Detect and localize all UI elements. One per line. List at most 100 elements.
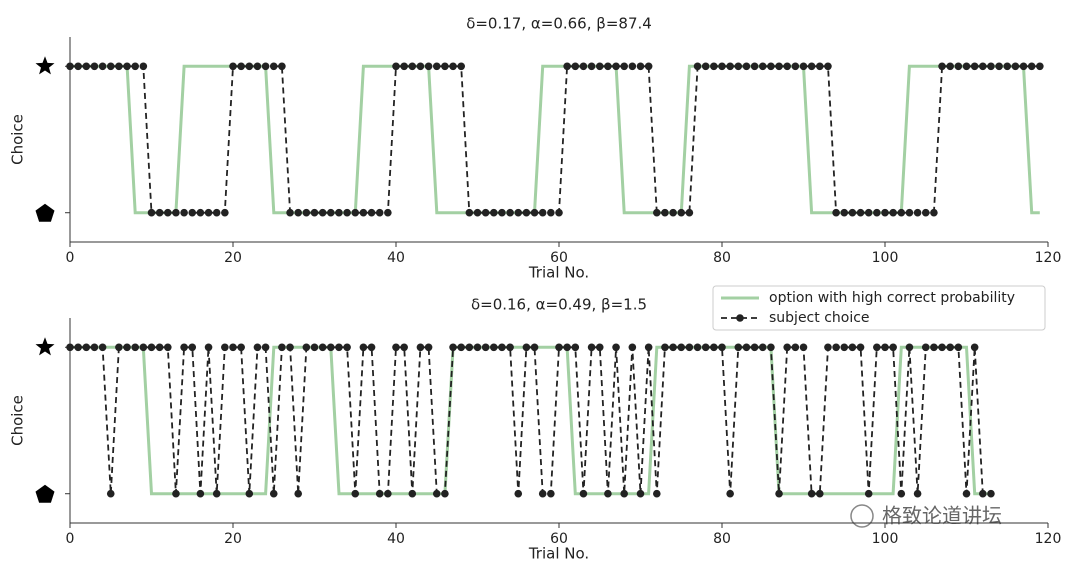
data-point [416,62,425,71]
data-point [408,62,417,71]
chart-title: δ=0.16, α=0.49, β=1.5 [471,296,647,314]
data-point [538,489,547,498]
data-point [636,62,645,71]
data-point [913,489,922,498]
data-point [302,343,311,352]
data-point [873,208,881,217]
x-tick-label: 80 [713,531,731,547]
data-point [628,343,637,352]
data-point [424,343,433,352]
data-point [98,62,107,71]
data-point [718,62,726,71]
data-point [791,343,800,352]
series-line [70,345,991,496]
data-point [432,489,441,498]
data-point [807,62,816,71]
x-tick-label: 120 [1035,531,1062,547]
data-point [221,208,229,217]
data-point [498,343,506,352]
data-point [164,208,172,217]
data-point [530,343,539,352]
data-point [881,343,889,352]
data-point [449,62,457,71]
data-point [269,62,278,71]
data-point [522,343,531,352]
data-point [245,62,254,71]
data-point [856,208,865,217]
data-point [775,489,783,498]
data-point [514,208,523,217]
data-point [604,62,612,71]
data-point [278,343,286,352]
data-point [970,62,979,71]
data-point [889,343,897,352]
data-point [913,208,922,217]
data-point [677,208,686,217]
data-point [661,343,669,352]
data-point [1027,62,1036,71]
data-point [106,62,115,71]
data-point [946,62,954,71]
data-point [115,62,123,71]
data-point [457,62,466,71]
data-point [954,343,963,352]
data-point [587,62,596,71]
data-point [930,208,938,217]
data-point [734,62,743,71]
data-point [327,343,335,352]
data-point [506,343,514,352]
legend-label: option with high correct probability [769,290,1015,306]
y-tick-star [35,56,55,75]
data-point [938,343,946,352]
data-point [848,208,857,217]
data-point [954,62,963,71]
data-point [229,343,237,352]
data-point [147,343,156,352]
x-tick-label: 100 [872,531,899,547]
legend: option with high correct probability subj… [712,285,1046,331]
data-point [375,489,384,498]
data-point [962,62,971,71]
data-point [139,62,148,71]
data-point [767,343,775,352]
data-point [750,62,759,71]
data-point [685,208,694,217]
data-point [783,62,791,71]
data-point [82,62,91,71]
data-point [188,343,197,352]
data-point [139,343,148,352]
data-point [327,208,335,217]
data-point [693,343,702,352]
data-point [530,208,539,217]
data-point [783,343,791,352]
data-point [335,343,343,352]
data-point [155,343,164,352]
data-point [481,343,490,352]
data-point [294,208,303,217]
data-point [294,489,303,498]
data-point [261,343,270,352]
data-point [612,343,620,352]
data-point [465,343,474,352]
data-point [441,62,449,71]
data-point [938,62,946,71]
data-point [196,489,205,498]
data-point [824,62,832,71]
x-tick-label: 120 [1035,250,1062,266]
y-axis-label: Choice [9,395,27,446]
data-point [587,343,596,352]
data-point [1036,62,1044,71]
data-point [310,343,319,352]
x-tick-label: 40 [387,250,405,266]
data-point [987,62,995,71]
watermark-icon [850,504,874,528]
data-point [547,489,555,498]
data-point [547,208,555,217]
data-point [946,343,954,352]
data-point [253,62,262,71]
data-point [856,343,865,352]
data-point [123,62,131,71]
data-point [897,489,906,498]
data-point [408,489,417,498]
data-point [775,62,783,71]
